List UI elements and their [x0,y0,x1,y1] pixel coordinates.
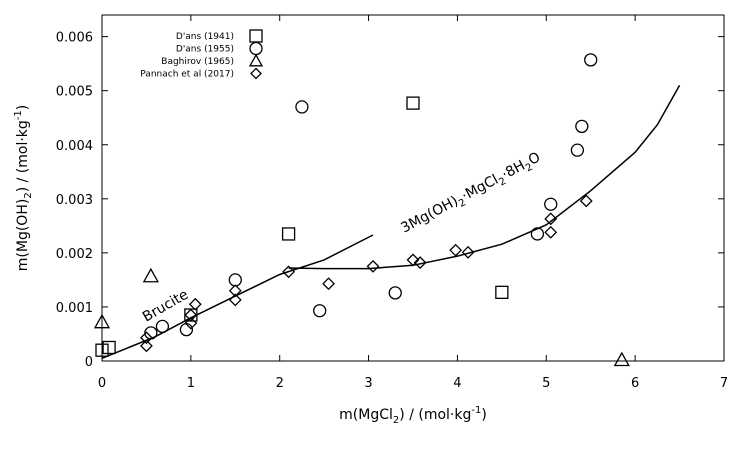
legend-label: D'ans (1955) [176,45,234,55]
diamond-data-point [579,194,593,208]
legend-square-icon [249,29,263,43]
circle-data-point [155,319,170,334]
circle-data-point [388,286,402,300]
diamond-data-point [406,253,420,267]
circle-data-point [313,304,327,318]
x-tick-label: 7 [720,376,728,391]
model-curves [101,84,681,359]
square-data-point [95,343,109,357]
y-tick-label: 0.006 [56,31,93,46]
diamond-data-point [544,225,558,239]
legend-label: Pannach et al (2017) [140,70,234,80]
triangle-data-point [142,267,159,283]
diamond-data-point [184,308,198,322]
circle-data-point [228,273,242,287]
y-tick-label: 0.001 [56,301,93,316]
y-tick-label: 0 [85,355,93,370]
square-data-point [281,227,296,241]
square-data-point [406,96,420,110]
diamond-data-point [140,331,153,345]
x-axis-title: m(MgCl2) / (mol·kg-1) [339,405,487,426]
diamond-data-point [413,256,427,270]
legend-triangle-icon [248,53,264,67]
x-tick-label: 4 [453,376,461,391]
y-tick-label: 0.002 [56,247,93,262]
diamond-data-point [461,245,475,259]
diamond-data-point [228,293,242,307]
diamond-data-point [140,339,153,353]
square-data-point [102,340,116,355]
diamond-data-point [449,243,463,257]
x-tick-label: 0 [98,376,106,391]
diamond-data-point [544,212,558,226]
x-tick-label: 5 [542,376,550,391]
legend-diamond-icon [250,67,262,80]
plot-frame [101,14,725,362]
y-tick-label: 0.005 [56,85,93,100]
brucite-curve [101,234,374,359]
circle-data-point [544,197,558,211]
square-data-point [495,285,509,299]
y-tick-label: 0.004 [56,139,93,154]
circle-data-point [179,322,194,337]
triangle-data-point [93,313,111,329]
y-tick-label: 0.003 [56,193,93,208]
hydroxychloride-label: 3Mg(OH)2·MgCl2·8H2O [398,149,544,239]
axis-ticks: 0 1 2 3 4 5 6 7 0 0.001 0.002 0.003 0.004 0.005 0.006 [56,15,728,391]
diamond-data-point [322,277,336,291]
legend-label: D'ans (1941) [176,32,234,42]
legend-label: Baghirov (1965) [161,57,234,67]
circle-data-point [295,100,309,114]
x-tick-label: 3 [364,376,372,391]
brucite-label: Brucite [140,287,191,326]
legend: D'ans (1941) D'ans (1955) Baghirov (1965) P… [140,29,264,80]
diamond-data-point [366,259,380,273]
circle-data-point [584,53,598,67]
triangle-data-point [613,351,630,367]
y-axis-title: m(Mg(OH)2) / (mol·kg-1) [13,105,34,271]
circle-data-point [530,227,545,241]
data-points [93,53,630,367]
diamond-data-point [228,284,242,298]
diamond-data-point [188,297,202,311]
x-tick-label: 1 [187,376,195,391]
diamond-data-point [282,265,296,279]
legend-circle-icon [249,41,263,56]
x-tick-label: 2 [276,376,284,391]
diamond-data-point [184,316,198,330]
circle-data-point [570,143,585,157]
hydroxychloride-curve [288,84,681,270]
x-tick-label: 6 [631,376,639,391]
circle-data-point [575,119,589,134]
